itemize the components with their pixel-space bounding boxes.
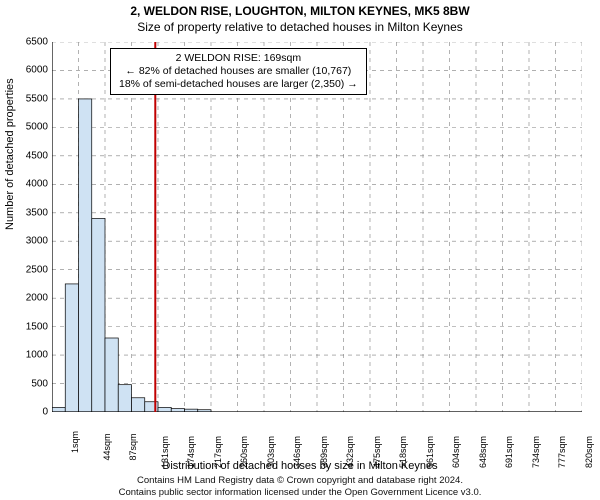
y-tick-label: 4000 <box>8 179 48 190</box>
y-tick-label: 4500 <box>8 150 48 161</box>
x-tick-label: 1sqm <box>70 431 80 453</box>
x-tick-label: 44sqm <box>102 434 112 461</box>
y-tick-label: 2500 <box>8 264 48 275</box>
y-tick-label: 5500 <box>8 93 48 104</box>
y-tick-label: 500 <box>8 378 48 389</box>
x-axis-label: Distribution of detached houses by size … <box>0 460 600 472</box>
y-tick-label: 6500 <box>8 37 48 48</box>
y-tick-label: 3000 <box>8 236 48 247</box>
annotation-property-size: 2 WELDON RISE: 169sqm <box>119 52 358 65</box>
y-tick-label: 2000 <box>8 293 48 304</box>
annotation-larger-pct: 18% of semi-detached houses are larger (… <box>119 78 358 91</box>
x-tick-label: 87sqm <box>128 434 138 461</box>
y-tick-label: 1500 <box>8 321 48 332</box>
y-tick-label: 5000 <box>8 122 48 133</box>
y-tick-label: 3500 <box>8 207 48 218</box>
chart-title-description: Size of property relative to detached ho… <box>0 18 600 34</box>
y-tick-label: 6000 <box>8 65 48 76</box>
chart-area <box>52 42 582 412</box>
footer-line-1: Contains HM Land Registry data © Crown c… <box>0 475 600 486</box>
footer-line-2: Contains public sector information licen… <box>0 487 600 498</box>
annotation-callout: 2 WELDON RISE: 169sqm ← 82% of detached … <box>110 48 367 95</box>
footer-attribution: Contains HM Land Registry data © Crown c… <box>0 475 600 498</box>
y-tick-label: 0 <box>8 407 48 418</box>
annotation-smaller-pct: ← 82% of detached houses are smaller (10… <box>119 65 358 78</box>
histogram-plot <box>52 42 582 412</box>
y-tick-label: 1000 <box>8 350 48 361</box>
chart-title-address: 2, WELDON RISE, LOUGHTON, MILTON KEYNES,… <box>0 0 600 18</box>
